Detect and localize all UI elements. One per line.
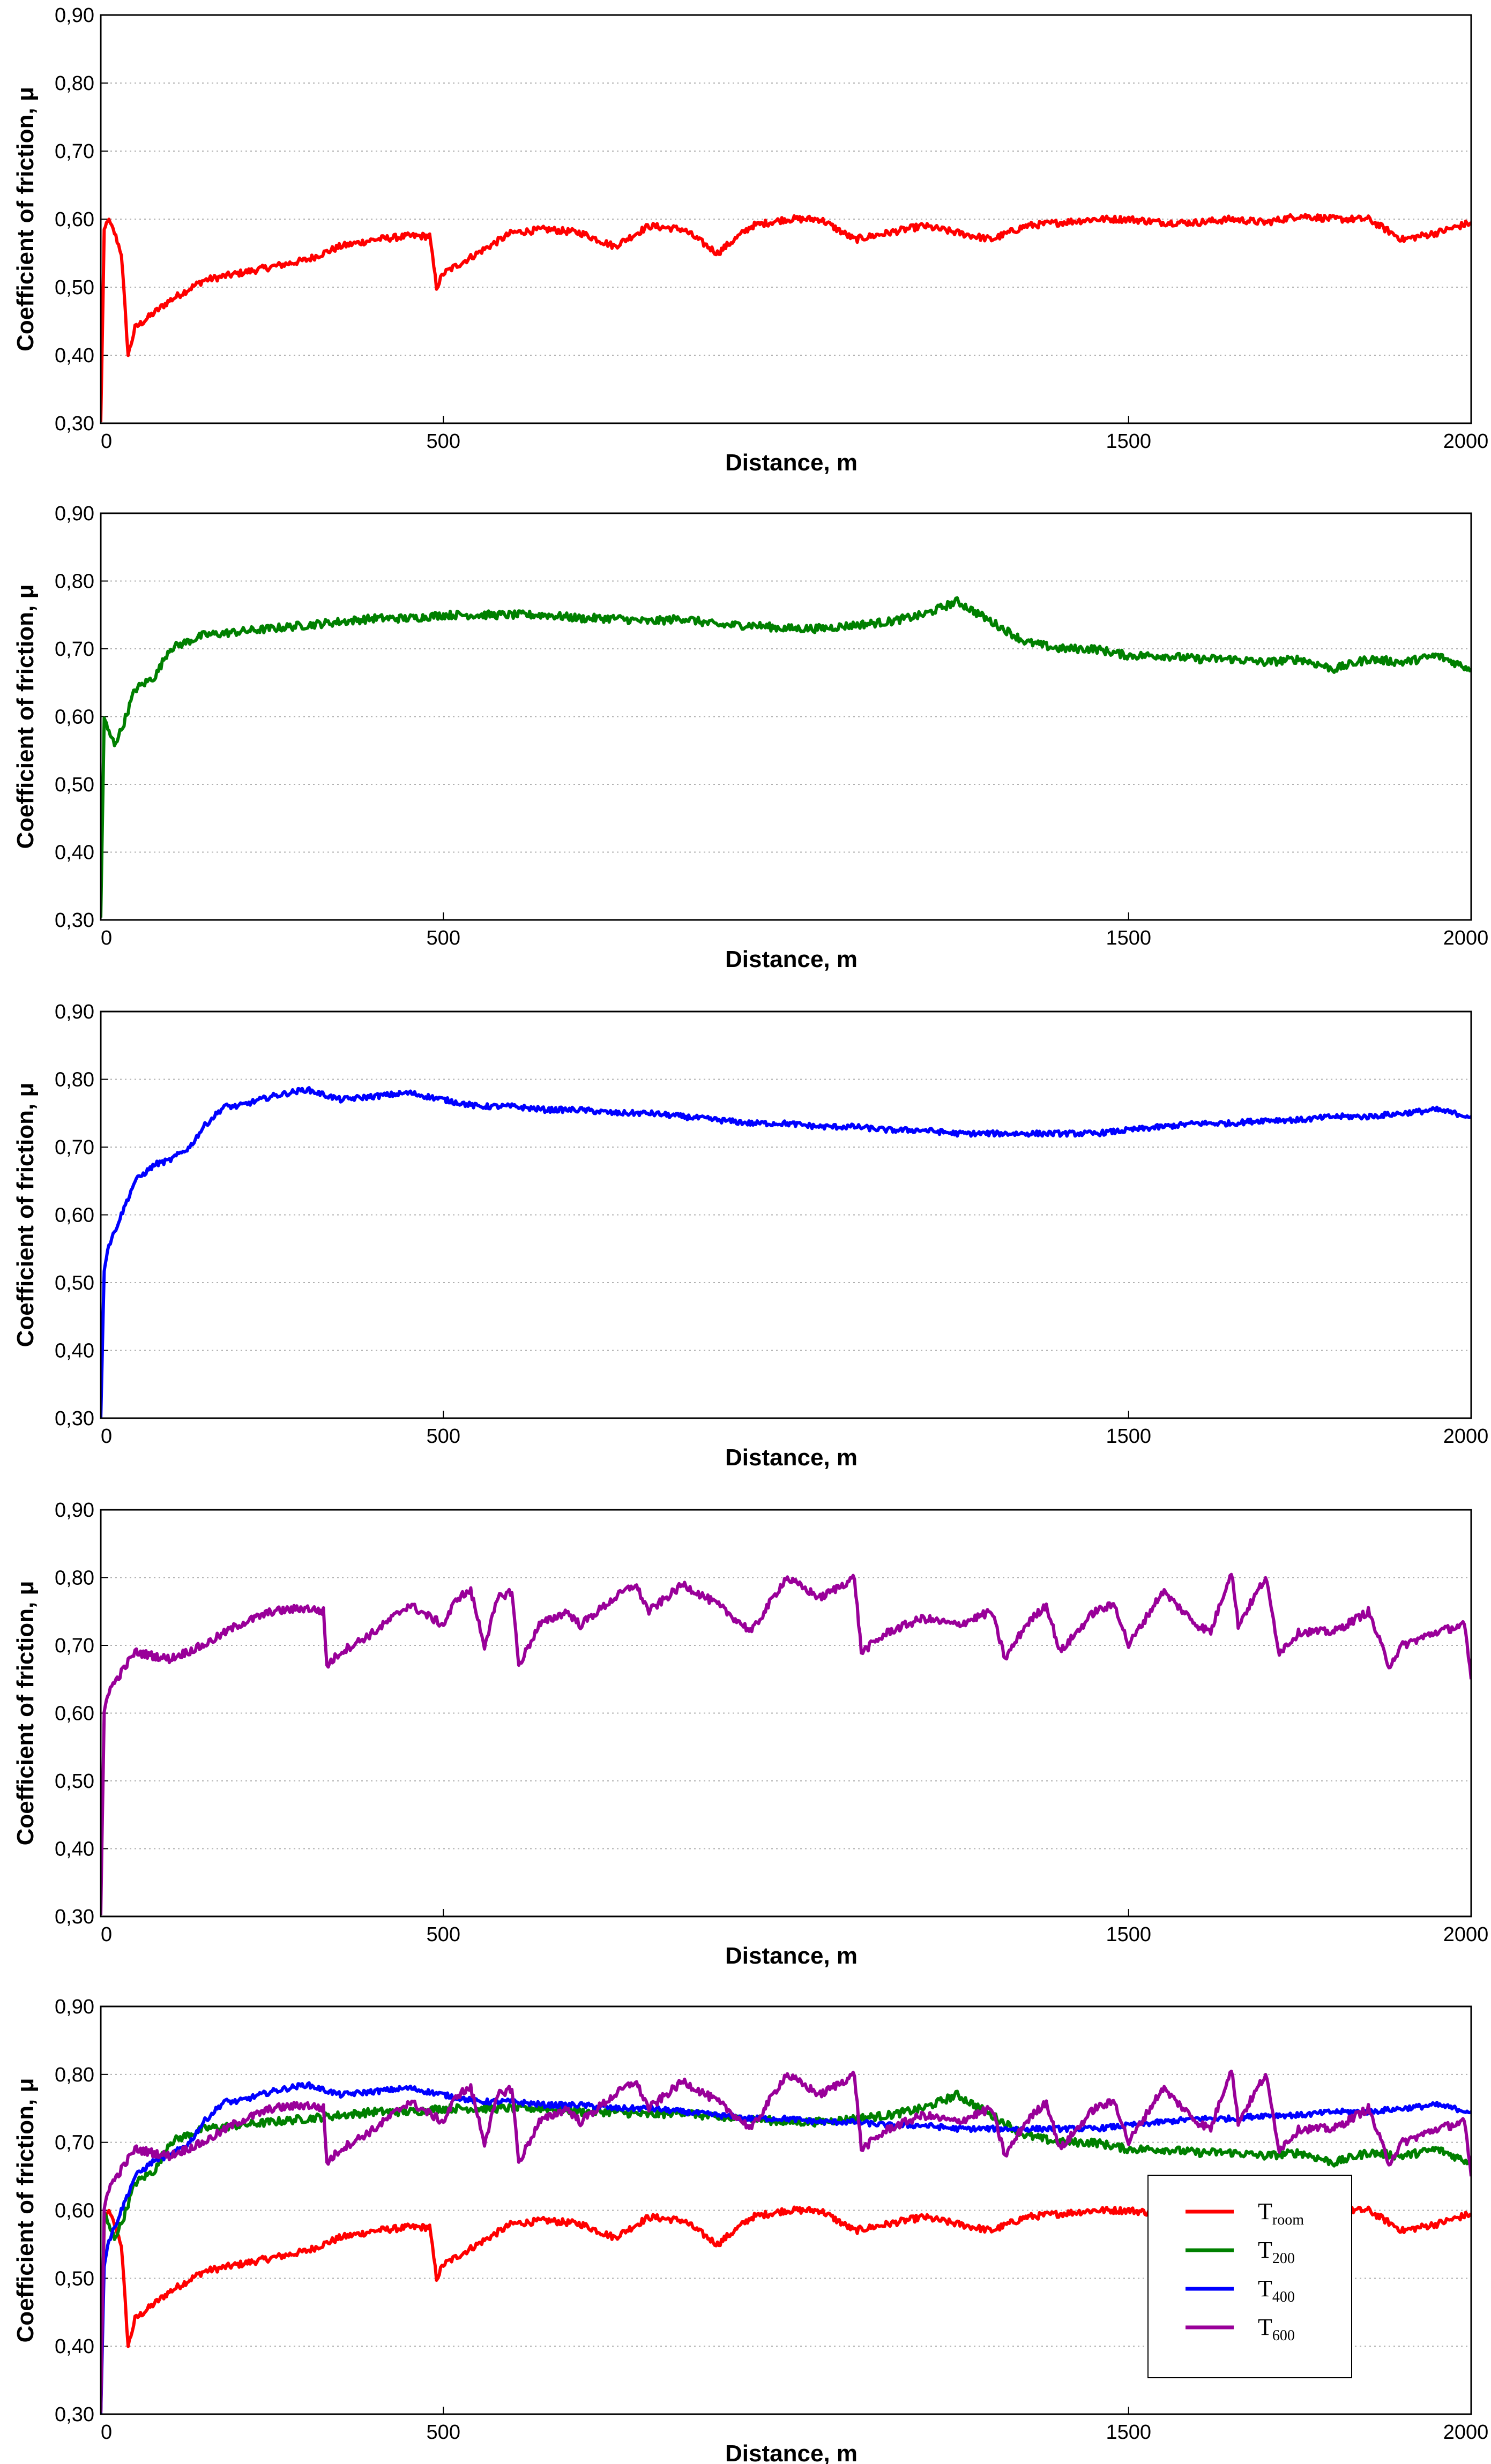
chart-panel-2: 0,30 0,40 0,50 0,60 0,70 0,80 0,90 0 500 1500 2000… <box>12 503 1488 972</box>
x-tick-label: 0 <box>101 2421 112 2444</box>
x-tick-label: 2000 <box>1443 430 1489 453</box>
y-tick-label: 0,50 <box>55 1272 94 1294</box>
y-axis-label: Coefficient of friction, μ <box>12 1581 39 1846</box>
x-tick-label: 0 <box>101 1425 112 1448</box>
y-tick-label: 0,90 <box>55 1499 94 1522</box>
x-tick-label: 1500 <box>1106 1923 1151 1946</box>
x-tick-label: 0 <box>101 430 112 453</box>
x-axis-label: Distance, m <box>725 1943 858 1969</box>
y-tick-label: 0,60 <box>55 706 94 729</box>
x-tick-label: 2000 <box>1443 927 1489 949</box>
chart-panel-3: 0,30 0,40 0,50 0,60 0,70 0,80 0,90 0 500 1500 2000… <box>12 1001 1488 1471</box>
x-tick-label: 2000 <box>1443 1425 1489 1448</box>
legend: Troom T200 T400 T600 <box>1147 2175 1352 2378</box>
y-tick-label: 0,60 <box>55 2200 94 2222</box>
x-tick-label: 500 <box>427 1425 460 1448</box>
y-tick-label: 0,90 <box>55 4 94 27</box>
y-tick-label: 0,30 <box>55 2403 94 2426</box>
y-tick-label: 0,70 <box>55 1635 94 1657</box>
y-tick-label: 0,70 <box>55 140 94 163</box>
plot-frame <box>100 14 1472 424</box>
y-tick-label: 0,30 <box>55 1906 94 1928</box>
y-tick-label: 0,80 <box>55 72 94 95</box>
y-tick-label: 0,40 <box>55 1340 94 1362</box>
y-tick-label: 0,30 <box>55 1407 94 1430</box>
chart-panel-5: 0,30 0,40 0,50 0,60 0,70 0,80 0,90 0 500 1500 2000… <box>12 1996 1488 2464</box>
series-line-2 <box>101 2089 1471 2412</box>
x-tick-label: 2000 <box>1443 2421 1489 2444</box>
x-tick-label: 500 <box>427 430 460 453</box>
y-tick-label: 0,80 <box>55 1567 94 1590</box>
x-tick-label: 1500 <box>1106 2421 1151 2444</box>
y-axis-label: Coefficient of friction, μ <box>12 87 39 351</box>
y-tick-label: 0,30 <box>55 909 94 932</box>
y-tick-label: 0,60 <box>55 1204 94 1227</box>
x-tick-label: 500 <box>427 1923 460 1946</box>
y-axis-label: Coefficient of friction, μ <box>12 1083 39 1347</box>
y-axis-label: Coefficient of friction, μ <box>12 2078 39 2343</box>
y-tick-label: 0,70 <box>55 1136 94 1159</box>
y-tick-label: 0,60 <box>55 1703 94 1725</box>
y-tick-label: 0,80 <box>55 2064 94 2086</box>
x-axis-label: Distance, m <box>725 1444 858 1471</box>
series-line-4 <box>101 2069 1471 2413</box>
x-axis-label: Distance, m <box>725 450 858 476</box>
y-tick-label: 0,60 <box>55 208 94 231</box>
y-tick-label: 0,70 <box>55 638 94 661</box>
y-tick-label: 0,40 <box>55 2335 94 2358</box>
x-axis-label: Distance, m <box>725 2440 858 2464</box>
x-tick-label: 1500 <box>1106 1425 1151 1448</box>
x-tick-label: 1500 <box>1106 430 1151 453</box>
series-line-1 <box>101 213 1471 423</box>
chart-panel-4: 0,30 0,40 0,50 0,60 0,70 0,80 0,90 0 500 1500 2000… <box>12 1499 1488 1969</box>
y-tick-label: 0,50 <box>55 2267 94 2290</box>
x-tick-label: 500 <box>427 2421 460 2444</box>
y-tick-label: 0,80 <box>55 571 94 593</box>
plot-frame <box>100 1509 1472 1918</box>
y-tick-label: 0,40 <box>55 842 94 864</box>
y-tick-label: 0,40 <box>55 344 94 367</box>
x-tick-label: 500 <box>427 927 460 949</box>
y-tick-label: 0,50 <box>55 774 94 796</box>
y-tick-label: 0,80 <box>55 1069 94 1091</box>
y-tick-label: 0,90 <box>55 503 94 525</box>
plot-frame <box>100 1010 1472 1419</box>
y-tick-label: 0,30 <box>55 413 94 435</box>
plot-frame <box>100 512 1472 921</box>
legend-entry: T600 <box>1258 2314 1295 2344</box>
x-tick-label: 2000 <box>1443 1923 1489 1946</box>
legend-box <box>1147 2175 1352 2378</box>
y-tick-label: 0,40 <box>55 1838 94 1861</box>
series-line-3 <box>101 1086 1471 1418</box>
x-axis-label: Distance, m <box>725 946 858 972</box>
y-tick-label: 0,90 <box>55 1001 94 1023</box>
series-line-2 <box>101 596 1471 918</box>
y-tick-label: 0,50 <box>55 276 94 299</box>
y-tick-label: 0,90 <box>55 1996 94 2018</box>
x-tick-label: 0 <box>101 927 112 949</box>
y-tick-label: 0,50 <box>55 1770 94 1793</box>
y-axis-label: Coefficient of friction, μ <box>12 585 39 849</box>
series-line-4 <box>101 1572 1471 1915</box>
plot-frame <box>100 2005 1472 2415</box>
legend-entry: T400 <box>1258 2275 1295 2305</box>
x-tick-label: 0 <box>101 1923 112 1946</box>
x-tick-label: 1500 <box>1106 927 1151 949</box>
legend-entry: T200 <box>1258 2237 1295 2267</box>
y-tick-label: 0,70 <box>55 2132 94 2154</box>
legend-entry: Troom <box>1258 2198 1304 2228</box>
chart-panel-1: 0,30 0,40 0,50 0,60 0,70 0,80 0,90 0 500 1500 2000… <box>12 4 1488 476</box>
